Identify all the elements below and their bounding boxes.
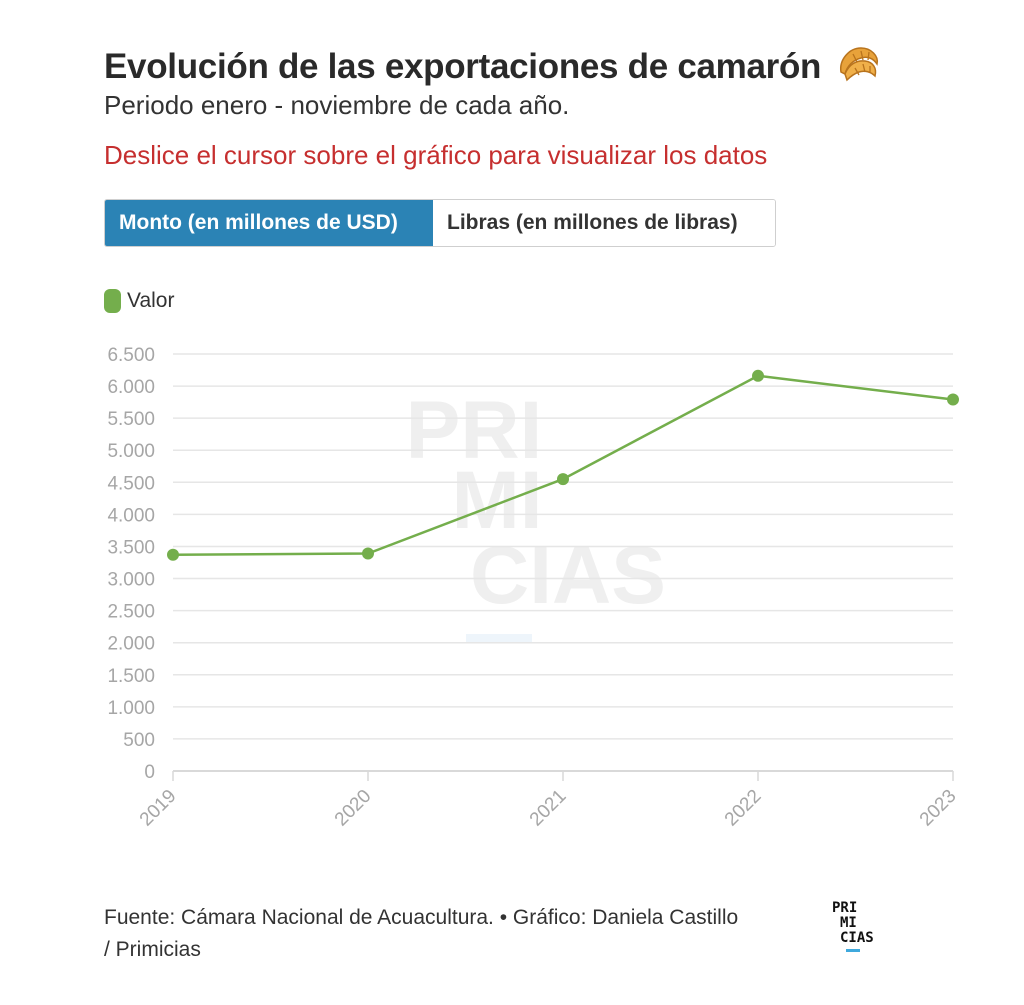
y-tick-label: 5.000	[107, 441, 155, 462]
watermark-wm-line-2: MI	[451, 455, 542, 546]
y-tick-label: 4.000	[107, 505, 155, 526]
croissant-icon	[839, 47, 878, 82]
y-axis: 0 500 1.000 1.500 2.000 2.500 3.000 3.500 4.000 4…	[107, 345, 155, 783]
x-tick-label: 2023	[916, 786, 961, 831]
watermark-wm-line-1: PRI	[406, 385, 543, 476]
y-tick-label: 0	[144, 762, 155, 783]
series-valor	[167, 369, 959, 561]
x-tick-label: 2022	[721, 786, 766, 831]
y-tick-label: 500	[123, 730, 155, 751]
watermark-wm-line-3: CIAS	[470, 530, 666, 621]
logo-bar	[846, 949, 860, 952]
y-tick-label: 1.000	[107, 698, 155, 719]
data-point-2019[interactable]	[167, 548, 179, 561]
grid-lines	[173, 353, 953, 772]
primicias-logo: PRI MI CIAS	[832, 901, 892, 952]
data-point-2022[interactable]	[752, 369, 764, 382]
watermark-bar	[466, 634, 532, 643]
data-point-2023[interactable]	[947, 393, 959, 406]
source-note: Fuente: Cámara Nacional de Acuacultura. …	[104, 906, 739, 961]
chart-subtitle: Periodo enero - noviembre de cada año.	[104, 90, 570, 120]
series-line	[172, 374, 954, 557]
y-tick-label: 3.500	[107, 537, 155, 558]
y-tick-label: 6.000	[107, 377, 155, 398]
toggle-libras-button[interactable]: Libras (en millones de libras)	[433, 200, 775, 246]
y-tick-label: 4.500	[107, 473, 155, 494]
legend-label: Valor	[127, 289, 175, 312]
y-tick-label: 2.000	[107, 634, 155, 655]
chart-title: Evolución de las exportaciones de camaró…	[104, 42, 881, 87]
instruction-text: Deslice el cursor sobre el gráfico para …	[104, 140, 768, 170]
x-axis: 2019 2020 2021 2022 2023	[136, 770, 961, 831]
metric-toggle: Monto (en millones de USD) Libras (en mi…	[104, 199, 776, 247]
y-tick-label: 1.500	[107, 666, 155, 687]
x-tick-label: 2020	[331, 786, 376, 831]
logo-line-3: CIAS	[840, 930, 874, 946]
y-tick-label: 5.500	[107, 409, 155, 430]
x-tick-label: 2019	[136, 786, 181, 831]
toggle-monto-button[interactable]: Monto (en millones de USD)	[105, 200, 433, 246]
data-point-2020[interactable]	[362, 547, 374, 560]
legend: Valor	[104, 289, 174, 313]
data-point-2021[interactable]	[557, 473, 569, 486]
chart-title-text: Evolución de las exportaciones de camaró…	[104, 47, 822, 86]
legend-swatch	[104, 289, 121, 313]
y-tick-label: 2.500	[107, 602, 155, 623]
y-tick-label: 3.000	[107, 570, 155, 591]
logo-line-2: MI	[840, 915, 857, 931]
y-tick-label: 6.500	[107, 345, 155, 366]
x-tick-label: 2021	[526, 786, 571, 831]
logo-line-1: PRI	[832, 900, 858, 916]
